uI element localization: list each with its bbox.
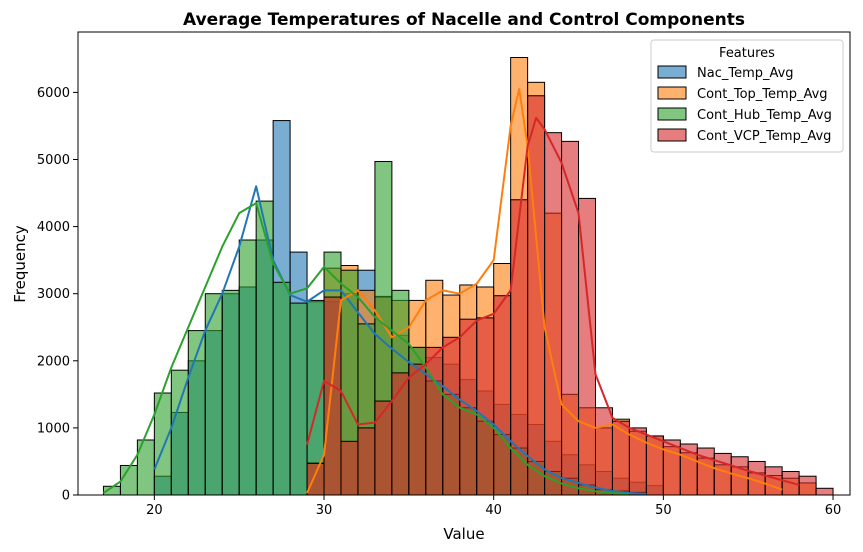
y-axis-label: Frequency <box>11 225 29 303</box>
bar <box>561 140 580 496</box>
bar <box>798 475 817 496</box>
bar <box>713 452 732 496</box>
legend-title: Features <box>719 46 775 61</box>
legend-entry: Cont_VCP_Temp_Avg <box>697 129 831 144</box>
bar <box>340 440 359 496</box>
y-tick-label: 4000 <box>37 220 70 235</box>
bar <box>459 318 478 496</box>
legend-swatch <box>657 65 687 79</box>
bar <box>289 302 308 496</box>
legend-entry: Cont_Top_Temp_Avg <box>697 87 828 102</box>
x-tick-label: 50 <box>655 503 672 518</box>
kde-line-3 <box>306 116 800 486</box>
kde-layer <box>102 88 800 495</box>
bar <box>476 317 495 496</box>
bar <box>306 462 325 496</box>
y-tick-label: 6000 <box>37 86 70 101</box>
x-tick-label: 40 <box>485 503 502 518</box>
bar <box>272 281 291 496</box>
bar <box>662 439 681 496</box>
legend-swatch <box>657 128 687 142</box>
x-axis-label: Value <box>443 525 484 543</box>
y-tick-label: 2000 <box>37 354 70 369</box>
legend-entry: Nac_Temp_Avg <box>697 66 794 81</box>
kde-line-2 <box>102 202 630 495</box>
bar <box>391 372 410 496</box>
bar <box>374 400 393 496</box>
x-axis: 20 30 40 50 60 <box>146 495 841 518</box>
y-tick-label: 3000 <box>37 287 70 302</box>
x-tick-label: 60 <box>825 503 842 518</box>
bar <box>425 346 444 496</box>
plot-frame <box>77 31 851 496</box>
x-tick-label: 20 <box>146 503 163 518</box>
bar <box>764 466 783 496</box>
y-tick-label: 1000 <box>37 421 70 436</box>
legend-swatch <box>657 86 687 100</box>
bar <box>493 295 512 496</box>
x-tick-label: 30 <box>316 503 333 518</box>
legend-swatch <box>657 107 687 121</box>
chart-title: Average Temperatures of Nacelle and Cont… <box>183 10 745 30</box>
bar <box>408 363 427 496</box>
bar <box>357 427 376 496</box>
y-tick-label: 5000 <box>37 153 70 168</box>
kde-line-1 <box>306 88 783 494</box>
bar <box>594 407 613 496</box>
bar <box>815 487 834 496</box>
bar <box>645 435 664 496</box>
bar <box>238 239 257 496</box>
kde-line-0 <box>153 185 647 495</box>
y-tick-label: 0 <box>62 489 70 504</box>
legend: Features Nac_Temp_Avg Cont_Top_Temp_Avg Con… <box>650 39 844 153</box>
y-axis: 0 1000 2000 3000 4000 5000 6000 <box>37 86 78 504</box>
bar <box>221 289 240 496</box>
bar <box>544 132 563 496</box>
bar <box>170 369 189 496</box>
legend-entry: Cont_Hub_Temp_Avg <box>697 108 832 123</box>
legend-box <box>650 39 844 153</box>
bar <box>442 336 461 496</box>
